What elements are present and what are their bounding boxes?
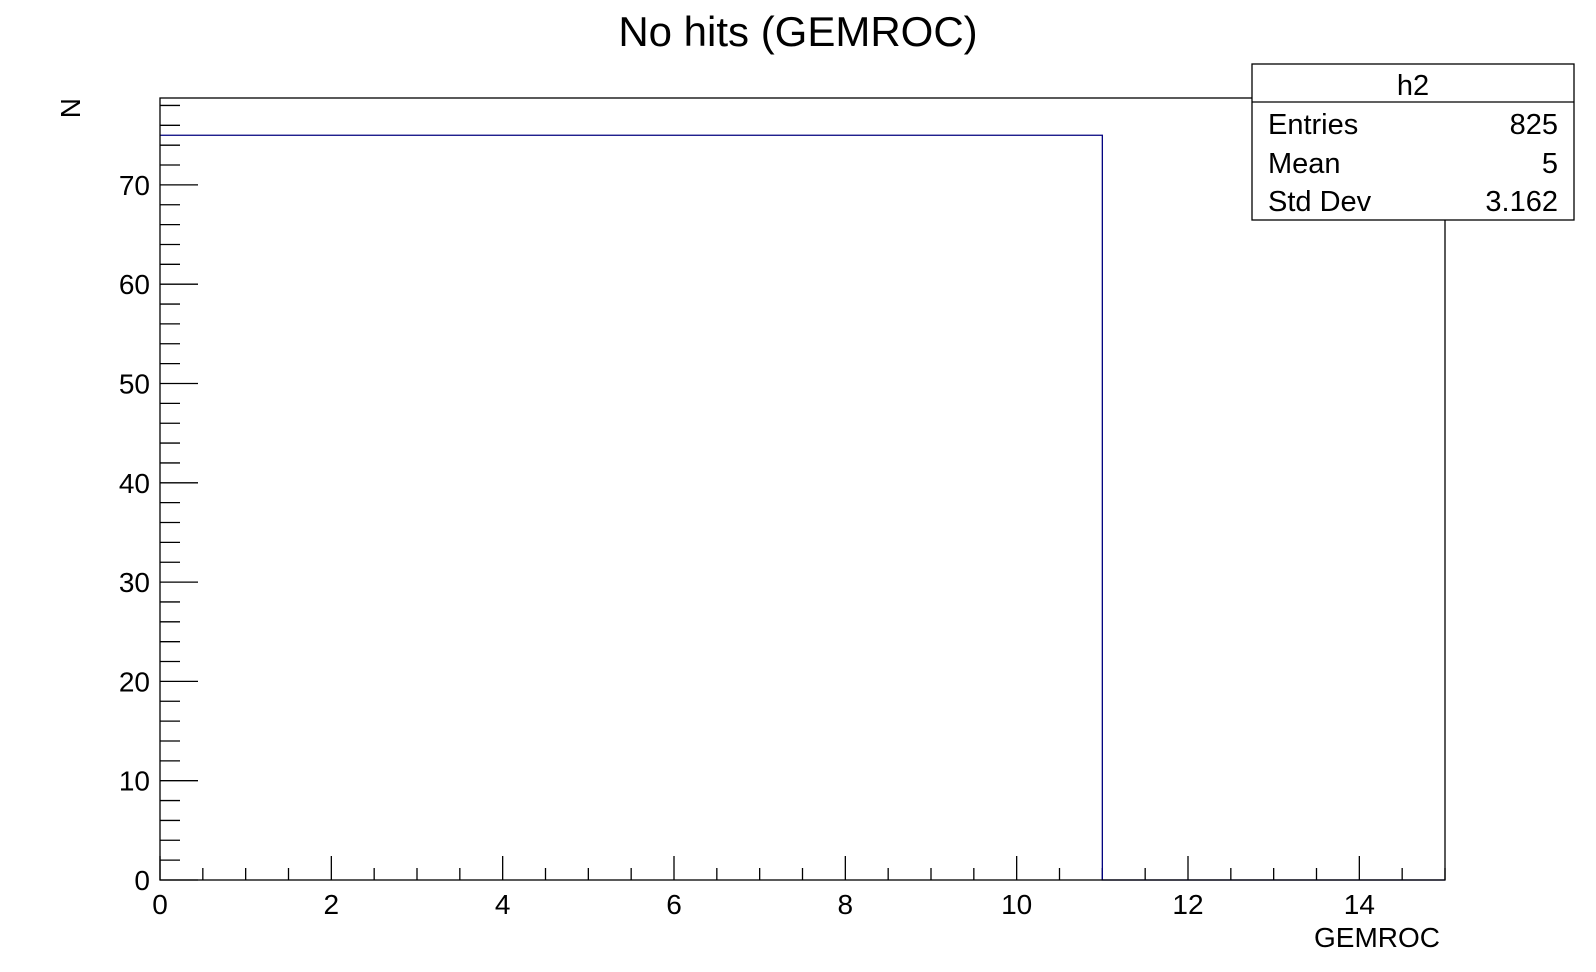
y-axis-label: N [55,98,86,118]
axis-ticks [159,104,1446,881]
x-axis-label: GEMROC [1314,922,1440,953]
y-tick-label: 70 [119,170,150,201]
stats-entries-label: Entries [1268,109,1358,141]
histogram-series-line [160,134,1445,881]
stats-stddev-label: Std Dev [1268,186,1372,218]
x-tick-label: 12 [1172,889,1203,920]
x-tick-label: 8 [838,889,854,920]
plot-frame [159,97,1446,881]
stats-box-name: h2 [1397,70,1429,102]
y-tick-label: 20 [119,666,150,697]
stats-box-frame [1251,63,1575,221]
stats-box: h2 Entries 825 Mean 5 Std Dev 3.162 [1251,63,1575,221]
stats-mean-value: 5 [1542,148,1558,180]
y-tick-label: 50 [119,368,150,399]
y-tick-label: 0 [134,865,150,896]
y-tick-label: 60 [119,269,150,300]
y-tick-label: 30 [119,567,150,598]
x-tick-label: 0 [152,889,168,920]
y-tick-label: 40 [119,468,150,499]
chart-title: No hits (GEMROC) [618,8,977,55]
y-tick-label: 10 [119,766,150,797]
x-tick-label: 4 [495,889,511,920]
x-tick-label: 2 [324,889,340,920]
stats-entries-value: 825 [1510,109,1558,141]
x-tick-label: 14 [1344,889,1375,920]
x-tick-label: 10 [1001,889,1032,920]
stats-stddev-value: 3.162 [1485,186,1558,218]
stats-mean-label: Mean [1268,148,1341,180]
x-tick-label: 6 [666,889,682,920]
tick-labels: 0 2 4 6 8 10 12 14 0 10 20 30 40 50 60 70 [119,170,1375,920]
